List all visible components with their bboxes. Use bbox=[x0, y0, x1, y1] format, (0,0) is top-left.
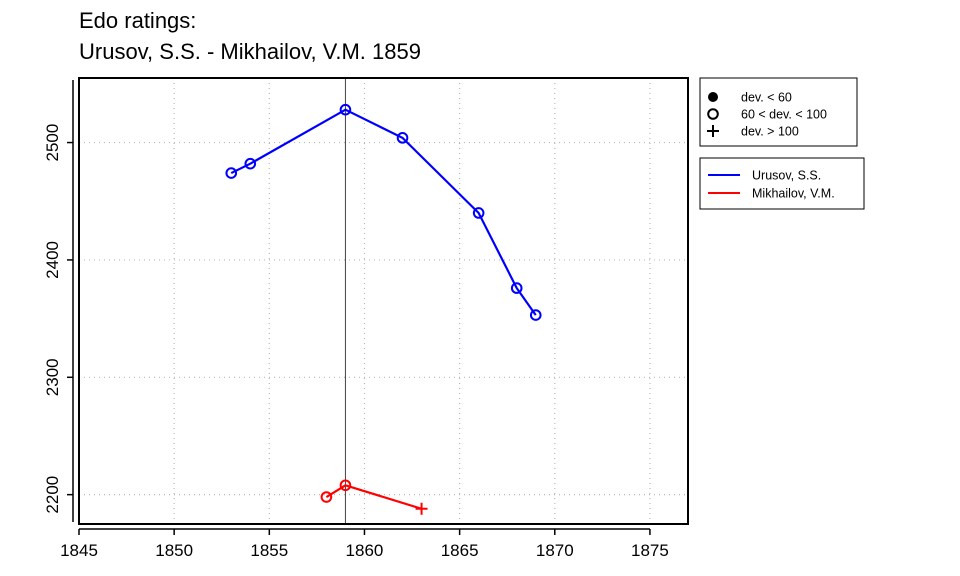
data-point bbox=[415, 502, 428, 515]
y-tick-label: 2300 bbox=[43, 358, 62, 396]
x-tick-label: 1875 bbox=[631, 541, 669, 560]
marker-legend-label: dev. > 100 bbox=[741, 125, 799, 139]
series-layer bbox=[225, 103, 542, 515]
legend-marker bbox=[707, 108, 719, 120]
y-tick-label: 2200 bbox=[43, 476, 62, 514]
series-line-0 bbox=[230, 108, 537, 316]
legend-marker bbox=[708, 92, 718, 102]
data-point bbox=[339, 479, 352, 492]
data-point bbox=[510, 282, 523, 294]
data-point bbox=[396, 132, 409, 144]
x-tick-label: 1850 bbox=[155, 541, 193, 560]
grid bbox=[79, 78, 688, 524]
chart-title: Edo ratings: bbox=[79, 8, 197, 33]
legend-marker bbox=[707, 125, 719, 137]
series-legend: Urusov, S.S. Mikhailov, V.M. bbox=[699, 157, 865, 210]
x-tick-label: 1855 bbox=[250, 541, 288, 560]
data-point bbox=[339, 103, 352, 116]
data-point bbox=[320, 491, 333, 503]
y-tick-label: 2500 bbox=[43, 124, 62, 162]
y-tick-label: 2400 bbox=[43, 241, 62, 279]
marker-legend-label: 60 < dev. < 100 bbox=[741, 108, 827, 122]
legend: dev. < 60 60 < dev. < 100 dev. > 100 Urusov… bbox=[699, 77, 865, 210]
data-point bbox=[529, 309, 542, 321]
axes: 1845 1850 1855 1860 1865 1870 1875 2200 2300 2400… bbox=[43, 80, 669, 560]
x-tick-label: 1845 bbox=[60, 541, 98, 560]
data-point bbox=[225, 167, 238, 179]
plot-frame bbox=[78, 77, 689, 525]
series-legend-label: Mikhailov, V.M. bbox=[752, 187, 835, 201]
x-tick-label: 1860 bbox=[346, 541, 384, 560]
data-point bbox=[244, 157, 257, 170]
x-tick-label: 1865 bbox=[441, 541, 479, 560]
marker-legend-box bbox=[699, 77, 858, 147]
series-legend-box bbox=[699, 157, 865, 210]
x-tick-label: 1870 bbox=[536, 541, 574, 560]
marker-legend-label: dev. < 60 bbox=[741, 91, 792, 105]
marker-legend: dev. < 60 60 < dev. < 100 dev. > 100 bbox=[699, 77, 858, 147]
series-line-1 bbox=[325, 484, 422, 510]
chart-subtitle: Urusov, S.S. - Mikhailov, V.M. 1859 bbox=[79, 39, 421, 64]
series-legend-label: Urusov, S.S. bbox=[752, 169, 821, 183]
data-point bbox=[472, 207, 485, 219]
